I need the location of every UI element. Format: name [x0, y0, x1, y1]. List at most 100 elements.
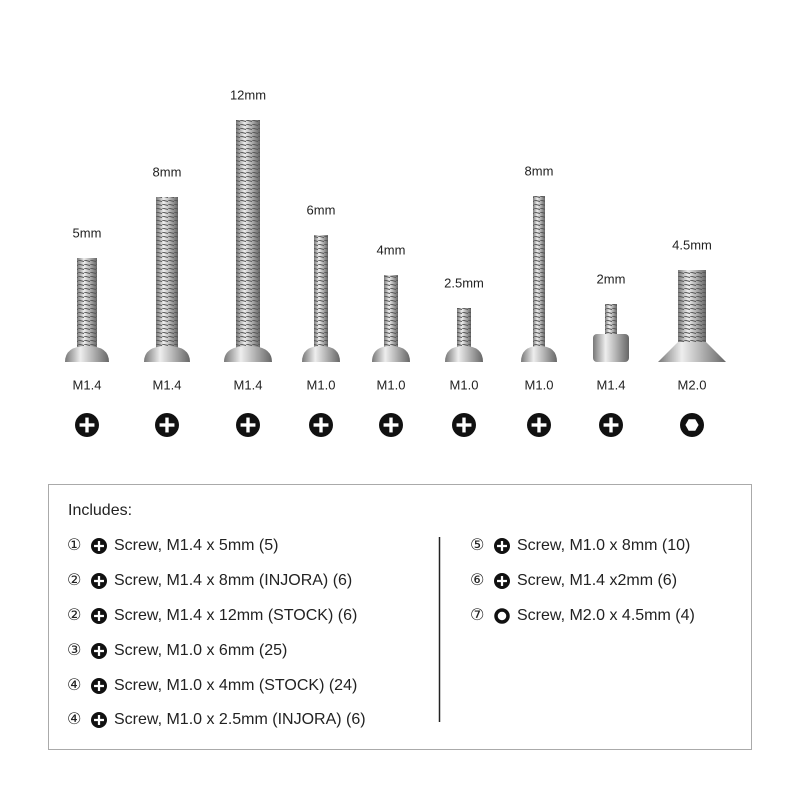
item-marker: ④	[67, 677, 81, 694]
phillips-icon	[494, 573, 510, 589]
thread-label: M1.0	[450, 377, 479, 392]
cross-h	[497, 579, 507, 583]
length-label: 2.5mm	[444, 275, 484, 290]
length-label: 5mm	[73, 225, 102, 240]
item-marker: ⑥	[470, 572, 484, 589]
phillips-icon	[91, 678, 107, 694]
thread-label: M1.4	[73, 377, 102, 392]
item-marker: ③	[67, 642, 81, 659]
cross-h	[383, 423, 399, 427]
screw	[302, 235, 340, 362]
threads	[77, 258, 97, 348]
cross-h	[159, 423, 175, 427]
cross-h	[313, 423, 329, 427]
head	[658, 342, 726, 362]
head	[445, 346, 483, 362]
screw	[144, 197, 190, 362]
threads	[457, 308, 471, 348]
phillips-icon	[236, 413, 260, 437]
phillips-icon	[527, 413, 551, 437]
phillips-icon	[91, 573, 107, 589]
length-label: 8mm	[525, 163, 554, 178]
item-marker: ②	[67, 607, 81, 624]
screw	[224, 120, 272, 362]
thread-label: M1.0	[525, 377, 554, 392]
screw	[658, 270, 726, 362]
thread-label: M1.4	[153, 377, 182, 392]
item-text: Screw, M1.0 x 6mm (25)	[114, 642, 287, 659]
length-label: 2mm	[597, 271, 626, 286]
cross-h	[94, 649, 104, 653]
thread-label: M2.0	[678, 377, 707, 392]
cross-h	[603, 423, 619, 427]
item-marker: ④	[67, 711, 81, 728]
threads	[384, 275, 398, 348]
length-label: 4.5mm	[672, 237, 712, 252]
cross-h	[94, 614, 104, 618]
cross-h	[456, 423, 472, 427]
length-label: 12mm	[230, 87, 266, 102]
head	[65, 346, 109, 362]
item-marker: ⑦	[470, 607, 484, 624]
cross-h	[79, 423, 95, 427]
threads	[605, 304, 617, 336]
cross-h	[531, 423, 547, 427]
head	[372, 346, 410, 362]
includes-box	[48, 484, 752, 750]
phillips-icon	[155, 413, 179, 437]
screw	[593, 304, 629, 362]
phillips-icon	[309, 413, 333, 437]
head	[144, 346, 190, 362]
head	[521, 346, 557, 362]
thread-label: M1.4	[234, 377, 263, 392]
item-text: Screw, M1.0 x 2.5mm (INJORA) (6)	[114, 711, 366, 728]
head	[302, 346, 340, 362]
item-marker: ⑤	[470, 537, 484, 554]
hex-shape	[685, 419, 699, 431]
screw	[65, 258, 109, 362]
phillips-icon	[75, 413, 99, 437]
screw	[521, 196, 557, 362]
item-text: Screw, M1.4 x2mm (6)	[517, 572, 677, 589]
phillips-icon	[91, 608, 107, 624]
item-text: Screw, M1.4 x 8mm (INJORA) (6)	[114, 572, 352, 589]
threads	[156, 197, 178, 348]
phillips-icon	[91, 712, 107, 728]
length-label: 4mm	[377, 242, 406, 257]
phillips-icon	[452, 413, 476, 437]
ring-icon	[494, 608, 510, 624]
thread-label: M1.0	[307, 377, 336, 392]
cross-h	[94, 579, 104, 583]
cross-h	[94, 684, 104, 688]
phillips-icon	[91, 643, 107, 659]
threads	[236, 120, 260, 348]
cross-h	[240, 423, 256, 427]
item-marker: ②	[67, 572, 81, 589]
head	[224, 346, 272, 362]
phillips-icon	[494, 538, 510, 554]
item-text: Screw, M1.0 x 8mm (10)	[517, 537, 690, 554]
threads	[533, 196, 545, 348]
item-marker: ①	[67, 537, 81, 554]
thread-label: M1.0	[377, 377, 406, 392]
length-label: 6mm	[307, 202, 336, 217]
phillips-icon	[91, 538, 107, 554]
threads	[678, 270, 706, 344]
cross-h	[497, 544, 507, 548]
head	[593, 334, 629, 362]
phillips-icon	[379, 413, 403, 437]
phillips-icon	[599, 413, 623, 437]
item-text: Screw, M2.0 x 4.5mm (4)	[517, 607, 695, 624]
cross-h	[94, 718, 104, 722]
length-label: 8mm	[153, 164, 182, 179]
thread-label: M1.4	[597, 377, 626, 392]
includes-title: Includes:	[68, 502, 132, 519]
item-text: Screw, M1.0 x 4mm (STOCK) (24)	[114, 677, 357, 694]
screw	[445, 308, 483, 362]
threads	[314, 235, 328, 348]
item-text: Screw, M1.4 x 12mm (STOCK) (6)	[114, 607, 357, 624]
screw	[372, 275, 410, 362]
hex-icon	[680, 413, 704, 437]
cross-h	[94, 544, 104, 548]
